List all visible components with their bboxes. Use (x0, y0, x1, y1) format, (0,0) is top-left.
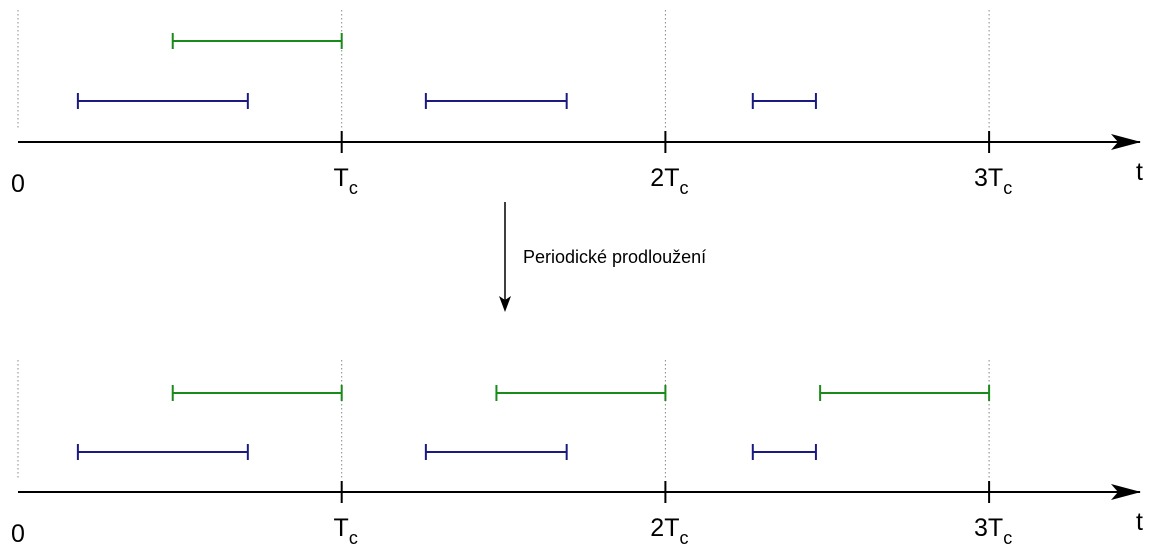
tick-label: 2Tc (650, 164, 688, 198)
gridlines (17, 360, 990, 480)
blue-interval (76, 444, 249, 460)
gridlines (17, 10, 990, 130)
tick-label: Tc (334, 514, 358, 547)
intervals (76, 33, 817, 109)
tick-label: 3Tc (974, 164, 1012, 198)
tick-label: 0 (11, 520, 25, 547)
intervals (76, 385, 991, 460)
tick-label: 0 (11, 170, 25, 198)
transition-label: Periodické prodloužení (523, 247, 706, 267)
blue-interval (751, 93, 817, 109)
blue-interval (751, 444, 817, 460)
blue-interval (424, 93, 568, 109)
tick-label: 3Tc (974, 514, 1012, 547)
green-interval (495, 385, 667, 401)
axis-label-t: t (1136, 508, 1143, 536)
green-interval (171, 385, 343, 401)
blue-interval (76, 93, 249, 109)
transition: Periodické prodloužení (499, 202, 706, 312)
blue-interval (424, 444, 568, 460)
ticks: 0 Tc 2Tc 3Tc (11, 481, 1012, 547)
tick-label: 2Tc (650, 514, 688, 547)
transition-arrowhead (499, 296, 511, 312)
ticks: 0 Tc 2Tc 3Tc (11, 131, 1012, 198)
axis-label-t: t (1136, 158, 1143, 186)
green-interval (171, 33, 343, 49)
timeline-bottom: 0 Tc 2Tc 3Tc t (11, 360, 1143, 547)
green-interval (819, 385, 991, 401)
timeline-top: 0 Tc 2Tc 3Tc t (11, 10, 1143, 198)
tick-label: Tc (334, 164, 358, 198)
